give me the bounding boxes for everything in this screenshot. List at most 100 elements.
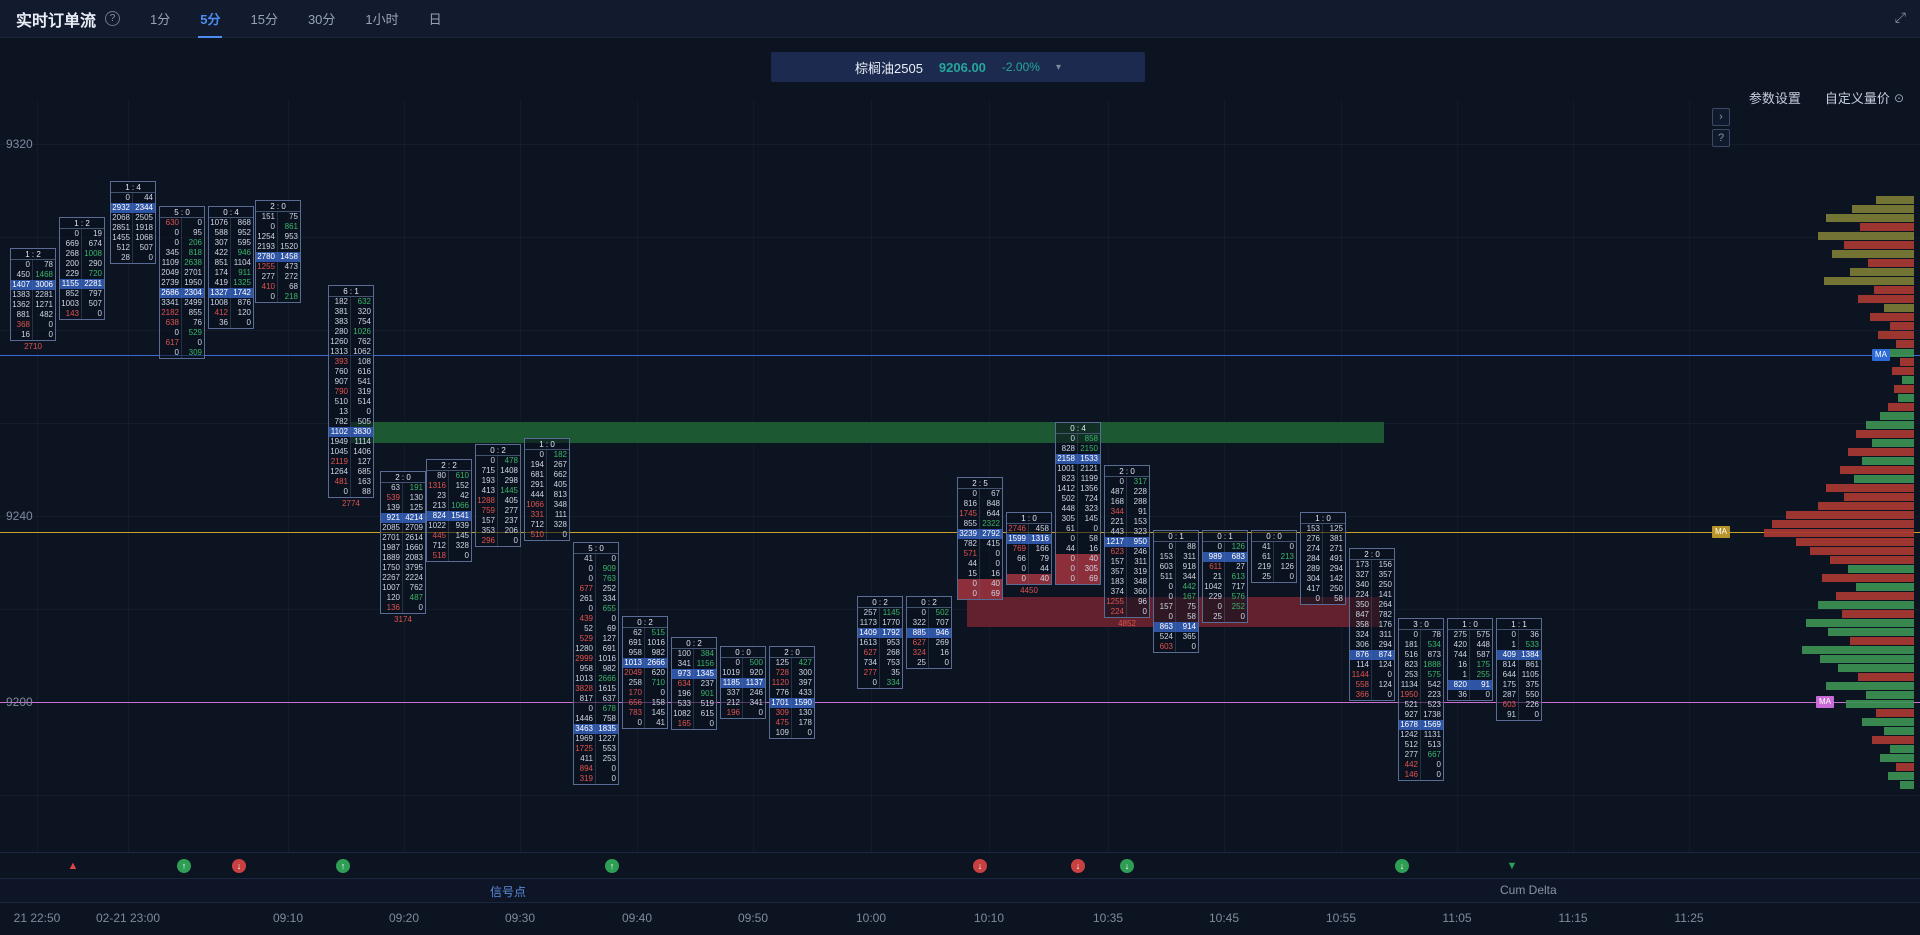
footprint-row: 1362 1271 [11,300,55,310]
footprint-row: 634 237 [672,679,716,689]
tab-30分[interactable]: 30分 [307,12,336,27]
ask-cell: 855 [188,308,202,317]
ask-cell: 206 [188,238,202,247]
triangle-down-signal[interactable]: ▼ [1506,859,1518,872]
bid-cell: 603 [1497,700,1519,710]
fullscreen-icon[interactable]: ⤢ [1894,9,1906,25]
volume-profile-bar [1772,520,1914,528]
custom-volume-price-button[interactable]: 自定义量价 ⊙ [1825,88,1904,107]
ask-cell: 762 [409,583,423,592]
bid-cell: 0 [1056,534,1078,544]
bid-cell: 881 [11,310,33,320]
ask-cell: 515 [651,628,665,637]
ask-cell: 264 [1378,600,1392,609]
chart-actions: 参数设置 自定义量价 ⊙ [1749,88,1904,107]
footprint-row: 1242 1131 [1399,730,1443,740]
volume-profile-bar [1876,196,1914,204]
v-gridline [871,100,872,852]
price-tick-label: 9200 [6,695,33,709]
footprint-row: 894 0 [574,764,618,774]
instrument-change: -2.00% [1001,60,1040,74]
footprint-header: 1 : 0 [1448,619,1492,630]
footprint-header: 3 : 0 [1399,619,1443,630]
bid-cell: 168 [1105,497,1127,507]
bid-cell: 0 [1301,594,1323,604]
ask-cell: 1356 [1080,484,1098,493]
footprint-row: 253 575 [1399,670,1443,680]
sell-signal[interactable]: ↓ [232,858,246,873]
param-settings-button[interactable]: 参数设置 [1748,91,1801,106]
down-signal[interactable]: ↓ [1120,858,1134,873]
footprint-row: 529 127 [574,634,618,644]
instrument-selector[interactable]: 棕榈油2505 9206.00 -2.00% ▾ [771,52,1145,82]
ma-magenta-line [0,702,1920,703]
ask-cell: 587 [1476,650,1490,659]
ask-cell: 206 [504,526,518,535]
tab-1小时[interactable]: 1小时 [365,12,399,27]
footprint-row: 183 348 [1105,577,1149,587]
ask-cell: 1068 [135,233,153,242]
volume-profile-bar [1802,646,1914,654]
help-icon[interactable]: ? [105,11,121,26]
footprint-row: 257 1145 [858,608,902,618]
ask-cell: 1569 [1423,720,1441,729]
triangle-up-signal[interactable]: ▲ [67,859,79,872]
footprint-row: 419 1325 [209,278,253,288]
footprint-row: 1725 553 [574,744,618,754]
footprint-row: 876 874 [1350,650,1394,660]
bid-cell: 23 [427,491,449,501]
volume-profile-bar [1884,727,1914,735]
ask-cell: 1406 [353,447,371,456]
signal-panel-label[interactable]: 信号点 [490,885,527,899]
footprint-row: 677 252 [574,584,618,594]
footprint-row: 274 271 [1301,544,1345,554]
ask-cell: 2666 [647,658,665,667]
footprint-row: 309 130 [770,708,814,718]
bid-cell: 383 [329,317,351,327]
collapse-panel-button[interactable]: › [1712,108,1730,126]
buy-signal[interactable]: ↑ [336,858,350,873]
bid-cell: 0 [160,328,182,338]
volume-profile-bar [1846,700,1914,708]
sell-signal[interactable]: ↓ [1071,858,1085,873]
ask-cell: 58 [1334,594,1343,603]
tab-日[interactable]: 日 [428,12,442,27]
volume-profile-bar [1820,655,1914,663]
footprint-row: 847 782 [1350,610,1394,620]
ask-cell: 644 [986,509,1000,518]
down-signal[interactable]: ↓ [1395,858,1409,873]
buy-signal[interactable]: ↑ [605,858,619,873]
bid-cell: 341 [672,659,694,669]
chart-help-button[interactable]: ? [1712,129,1730,147]
tab-5分[interactable]: 5分 [198,0,223,38]
footprint-row: 331 111 [525,510,569,520]
tab-1分[interactable]: 1分 [150,12,171,27]
bid-cell: 324 [907,648,929,658]
bid-cell: 2158 [1056,454,1078,464]
footprint-row: 1082 615 [672,709,716,719]
footprint-row: 1316 152 [427,481,471,491]
tab-15分[interactable]: 15分 [250,12,278,27]
footprint-row: 157 237 [476,516,520,526]
footprint-row: 1173 1770 [858,618,902,628]
sell-signal[interactable]: ↓ [973,858,987,873]
v-gridline [37,100,38,852]
time-tick-label: 09:20 [388,911,420,925]
bid-cell: 0 [574,704,596,714]
footprint-row: 229 720 [60,269,104,279]
footprint-row: 0 309 [160,348,204,358]
ask-cell: 876 [237,298,251,307]
buy-signal[interactable]: ↑ [177,858,191,873]
v-gridline [1224,100,1225,852]
ask-cell: 615 [700,709,714,718]
footprint-row: 193 298 [476,476,520,486]
bid-cell: 224 [1350,590,1372,600]
ask-cell: 1316 [1031,534,1049,543]
ask-cell: 69 [607,624,616,633]
cum-delta-panel-label[interactable]: Cum Delta [1500,883,1557,897]
footprint-row: 0 478 [476,456,520,466]
v-gridline [753,100,754,852]
footprint-header: 5 : 0 [160,207,204,218]
footprint-row: 1407 3006 [11,280,55,290]
footprint-row: 0 126 [1203,542,1247,552]
